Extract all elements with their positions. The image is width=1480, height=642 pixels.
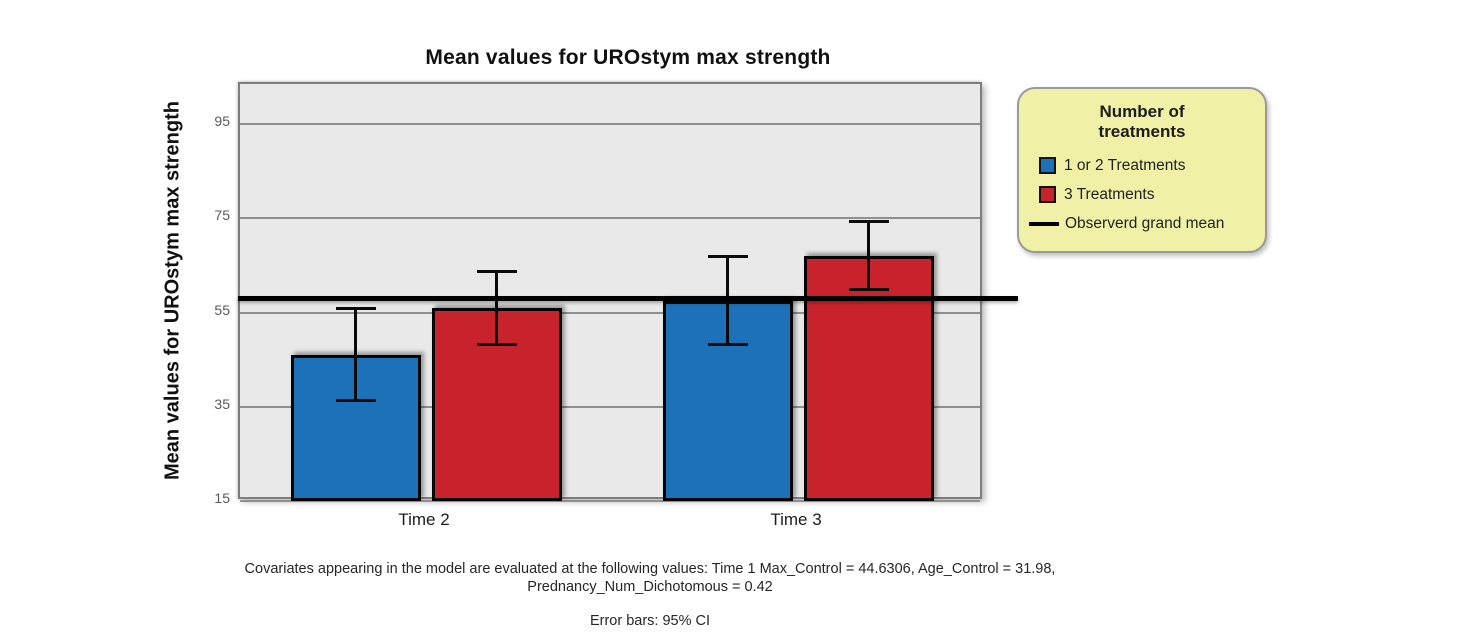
gridline-95 [240, 123, 980, 126]
covariates-footnote-line2: Prednancy_Num_Dichotomous = 0.42 [527, 579, 773, 595]
error-bar-cap-high-time-2-3-treatments [476, 269, 517, 273]
gridline-15 [240, 500, 980, 502]
legend-item-3-treatments: 3 Treatments [1039, 180, 1265, 209]
ytick-label-15: 15 [214, 490, 230, 506]
ytick-label-95: 95 [214, 113, 230, 130]
legend-item-label: 3 Treatments [1064, 185, 1155, 203]
legend-item-label: Observerd grand mean [1065, 214, 1225, 232]
covariates-footnote: Covariates appearing in the model are ev… [0, 560, 1300, 596]
error-bar-cap-high-time-3-1-or-2-treatments [707, 255, 748, 259]
legend-items: 1 or 2 Treatments 3 Treatments Observerd… [1019, 151, 1265, 238]
xtick-label-time-2: Time 2 [398, 510, 450, 529]
error-bars-note: Error bars: 95% CI [589, 613, 711, 629]
grand-mean-line [238, 295, 1018, 301]
legend: Number of treatments 1 or 2 Treatments 3… [1017, 87, 1267, 253]
ytick-label-75: 75 [214, 207, 230, 224]
legend-title-line1: Number of [1099, 102, 1185, 121]
xtick-label-time-3: Time 3 [770, 510, 822, 529]
red-swatch-icon [1039, 186, 1056, 203]
error-bar-cap-low-time-3-3-treatments [848, 288, 889, 292]
gridline-55 [240, 311, 980, 314]
chart-title: Mean values for UROstym max strength [425, 46, 831, 69]
bar-time-3-1-or-2-treatments [662, 300, 793, 501]
ytick-label-35: 35 [214, 395, 230, 412]
legend-item-grand-mean: Observerd grand mean [1029, 209, 1265, 238]
covariates-footnote-line1: Covariates appearing in the model are ev… [244, 561, 1056, 577]
y-axis-label: Mean values for UROstym max strength [161, 101, 184, 480]
legend-title-line2: treatments [1098, 122, 1186, 141]
error-bar-cap-high-time-3-3-treatments [848, 220, 889, 224]
error-bar-cap-low-time-2-1-or-2-treatments [335, 398, 376, 402]
plot-area [238, 82, 982, 502]
legend-item-1or2-treatments: 1 or 2 Treatments [1039, 151, 1265, 180]
legend-item-label: 1 or 2 Treatments [1064, 156, 1186, 174]
gridline-35 [240, 405, 980, 408]
error-bar-time-3-3-treatments [867, 221, 870, 290]
ytick-label-55: 55 [214, 301, 230, 318]
bar-time-3-3-treatments [803, 255, 934, 501]
legend-title: Number of treatments [1019, 102, 1265, 142]
error-bar-cap-low-time-2-3-treatments [476, 342, 517, 346]
error-bar-cap-high-time-2-1-or-2-treatments [335, 307, 376, 311]
blue-swatch-icon [1039, 157, 1056, 174]
error-bar-time-2-3-treatments [495, 271, 498, 345]
error-bar-cap-low-time-3-1-or-2-treatments [707, 343, 748, 347]
gridline-75 [240, 217, 980, 220]
grand-mean-line-icon [1029, 221, 1059, 226]
error-bar-time-2-1-or-2-treatments [354, 308, 357, 401]
